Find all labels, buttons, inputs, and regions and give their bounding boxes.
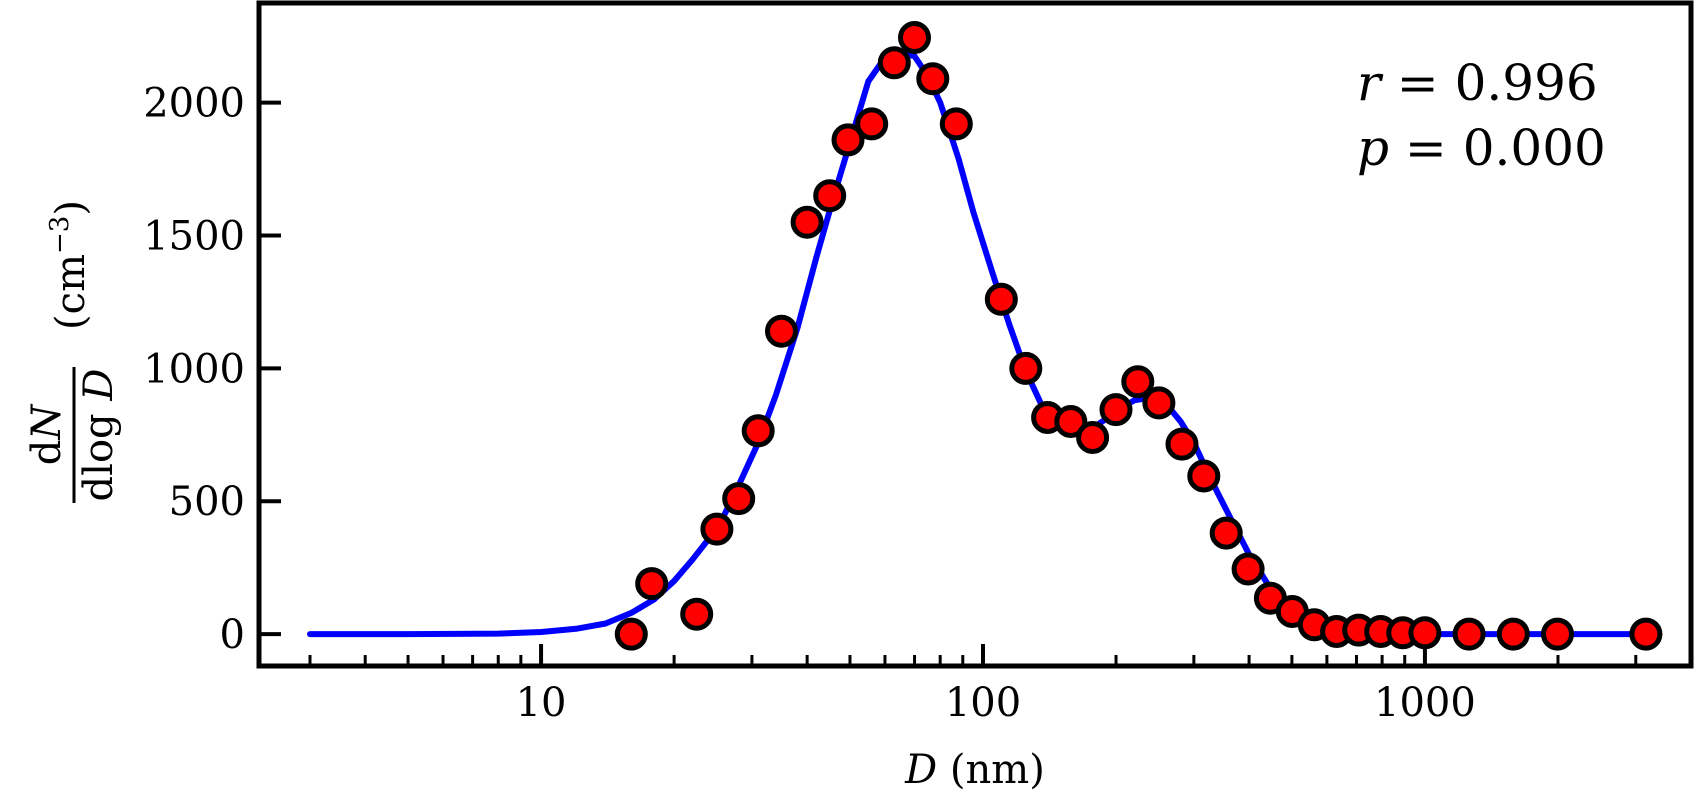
data-point: [1076, 421, 1110, 454]
data-point: [1629, 617, 1663, 651]
data-point: [680, 597, 714, 631]
data-point: [939, 107, 973, 141]
data-point: [813, 179, 847, 213]
data-point: [1452, 617, 1486, 651]
y-axis-numerator: dN: [24, 403, 70, 466]
tick-labels: 0 500 1000 1500 2000 10 100 1000: [143, 81, 1476, 726]
data-point: [855, 107, 889, 141]
data-point: [614, 617, 648, 651]
p-annotation: p = 0.000: [1357, 119, 1606, 177]
y-axis-denominator: dlog D: [76, 369, 122, 502]
x-tick-label: 1000: [1374, 680, 1476, 726]
data-point: [700, 512, 734, 546]
data-point: [1054, 405, 1088, 438]
data-point: [1541, 617, 1574, 651]
data-point: [765, 314, 798, 348]
data-point: [877, 46, 911, 80]
data-point: [1187, 459, 1221, 493]
axis-ticks: [259, 100, 1693, 666]
x-axis-title: D (nm): [904, 747, 1045, 793]
x-axis-variable: D: [904, 747, 937, 793]
y-tick-label: 0: [220, 612, 245, 658]
data-point: [1408, 616, 1442, 650]
x-axis-unit: (nm): [937, 747, 1045, 793]
data-point: [1142, 386, 1176, 420]
data-point: [831, 123, 865, 157]
data-point: [722, 482, 756, 516]
data-point: [1496, 617, 1530, 651]
data-point: [984, 282, 1018, 316]
data-point: [1231, 552, 1265, 586]
y-axis-title: dN dlog D (cm−3): [24, 200, 122, 503]
y-axis-unit: (cm−3): [45, 200, 94, 330]
r-annotation: r = 0.996: [1357, 54, 1598, 112]
data-point: [1165, 427, 1199, 461]
y-tick-label: 1000: [143, 346, 245, 392]
data-point: [790, 205, 824, 239]
data-point: [1099, 393, 1133, 427]
plot-frame: [256, 0, 1694, 669]
data-point: [1121, 365, 1155, 399]
y-tick-label: 1500: [143, 214, 245, 260]
y-tick-label: 2000: [143, 81, 245, 127]
data-point: [741, 414, 775, 448]
data-point: [898, 21, 931, 54]
data-point: [635, 567, 669, 601]
y-tick-label: 500: [169, 479, 245, 525]
data-point: [1209, 516, 1243, 550]
x-tick-label: 100: [945, 680, 1021, 726]
data-points-layer: [614, 21, 1663, 651]
x-tick-label: 10: [516, 680, 567, 726]
data-point: [1009, 351, 1043, 385]
data-point: [916, 62, 950, 96]
